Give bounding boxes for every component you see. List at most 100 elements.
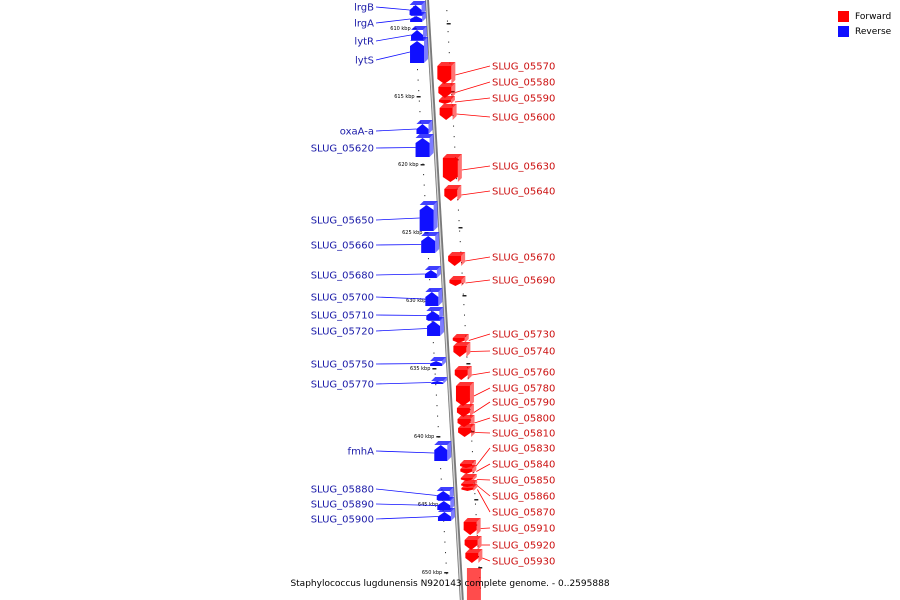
kbp-tick-label: 635 kbp	[410, 366, 430, 372]
leader-line-slug-05900	[375, 516, 438, 520]
gene-front	[415, 138, 430, 157]
gene-feature-slug-05840	[460, 465, 477, 474]
leader-line-slug-05930	[482, 557, 491, 562]
gene-front	[430, 361, 443, 366]
gene-front	[438, 87, 452, 98]
gene-side	[477, 536, 482, 550]
gene-top	[410, 37, 429, 41]
leader-line-slug-05590	[454, 97, 491, 103]
gene-front	[458, 428, 472, 437]
leader-line-lytr	[375, 34, 412, 42]
leader-line-slug-05770	[375, 382, 432, 385]
leader-line-slug-05740	[470, 350, 491, 352]
dot	[447, 31, 449, 33]
gene-feature-slug-05880	[436, 487, 454, 500]
kbp-tick-mark	[462, 295, 467, 297]
gene-side	[421, 1, 426, 15]
gene-feature-slug-05640	[444, 185, 462, 201]
gene-front	[463, 522, 477, 535]
forward-swatch	[838, 11, 849, 22]
gene-label-fmha: fmhA	[348, 447, 375, 458]
dot	[453, 136, 455, 138]
gene-top	[438, 96, 455, 100]
gene-side	[429, 134, 434, 157]
gene-feature-lyts	[410, 37, 429, 63]
kbp-tick-label: 650 kbp	[422, 570, 442, 576]
leader-line-slug-05750	[375, 363, 431, 365]
gene-feature-lytr	[411, 26, 428, 40]
gene-top	[409, 1, 426, 5]
dot	[418, 90, 420, 92]
gene-feature-slug-05930	[465, 549, 483, 563]
leader-line-slug-05890	[375, 503, 438, 506]
leader-line-slug-05660	[375, 244, 422, 246]
dot	[463, 304, 465, 306]
dot	[446, 20, 448, 22]
kbp-tick-mark	[432, 368, 437, 370]
gene-side	[450, 96, 455, 104]
gene-front	[449, 280, 462, 286]
gene-front	[448, 256, 462, 266]
gene-label-slug-05770: SLUG_05770	[311, 380, 374, 391]
kbp-tick-label: 640 kbp	[414, 434, 434, 440]
dot	[453, 125, 455, 127]
gene-label-slug-05760: SLUG_05760	[492, 368, 555, 379]
gene-front	[427, 321, 441, 336]
dot	[443, 531, 445, 533]
gene-side	[450, 508, 455, 521]
dot	[432, 342, 434, 344]
gene-label-slug-05580: SLUG_05580	[492, 78, 555, 89]
dot	[474, 503, 476, 505]
gene-side	[476, 518, 481, 535]
kbp-tick-mark	[474, 499, 479, 501]
dot	[464, 325, 466, 327]
gene-side	[473, 484, 478, 491]
gene-side	[478, 549, 483, 563]
gene-side	[472, 465, 477, 474]
gene-side	[424, 37, 429, 63]
kbp-tick-mark	[416, 96, 421, 98]
genome-caption: Staphylococcus lugdunensis N920143 compl…	[290, 579, 610, 589]
dot	[471, 451, 473, 453]
gene-front	[425, 292, 439, 306]
gene-label-slug-05680: SLUG_05680	[311, 271, 374, 282]
gene-feature-slug-05780	[455, 382, 474, 406]
gene-side	[467, 366, 472, 380]
leader-line-slug-05670	[465, 256, 491, 262]
gene-side	[442, 357, 447, 366]
gene-label-slug-05930: SLUG_05930	[492, 557, 555, 568]
gene-top	[461, 484, 478, 488]
dot	[431, 321, 433, 323]
dot	[445, 562, 447, 564]
gene-feature-slug-05620	[415, 134, 434, 157]
dot	[435, 384, 437, 386]
dot	[437, 415, 439, 417]
gene-label-slug-05590: SLUG_05590	[492, 94, 555, 105]
gene-side	[457, 154, 462, 182]
gene-front	[456, 408, 470, 417]
gene-top	[448, 252, 466, 256]
leader-line-slug-05910	[480, 527, 491, 529]
legend-forward-label: Forward	[855, 11, 892, 22]
gene-front	[410, 16, 423, 22]
dot	[436, 405, 438, 407]
gene-top	[456, 404, 474, 408]
gene-label-slug-05800: SLUG_05800	[492, 414, 555, 425]
dot	[440, 468, 442, 470]
gene-top	[458, 424, 476, 428]
kbp-tick-mark	[436, 436, 441, 438]
gene-top	[460, 460, 477, 464]
gene-label-slug-05860: SLUG_05860	[492, 492, 555, 503]
gene-front	[454, 370, 468, 380]
gene-front	[453, 346, 467, 357]
kbp-tick-label: 610 kbp	[390, 26, 410, 32]
gene-front	[465, 553, 479, 563]
leader-line-slug-05650	[375, 217, 420, 221]
leader-line-slug-05800	[474, 417, 491, 424]
gene-feature-partial	[466, 568, 481, 600]
gene-label-slug-05670: SLUG_05670	[492, 253, 555, 264]
gene-top	[444, 185, 462, 189]
gene-side	[464, 334, 469, 343]
leader-line-lyts	[375, 51, 411, 61]
gene-label-slug-05870: SLUG_05870	[492, 508, 555, 519]
